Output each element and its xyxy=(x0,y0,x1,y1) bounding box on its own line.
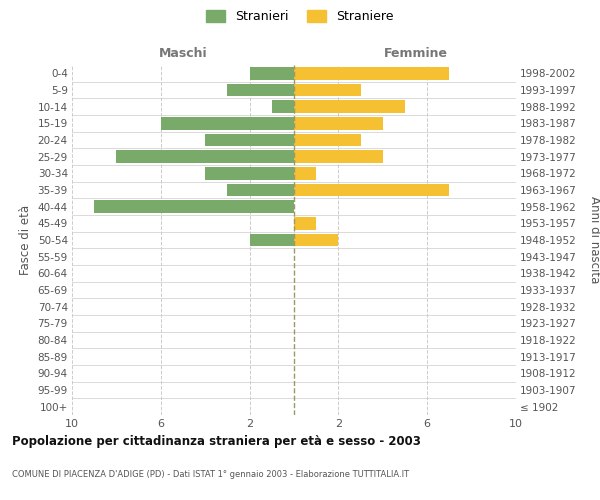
Y-axis label: Fasce di età: Fasce di età xyxy=(19,205,32,275)
Bar xyxy=(294,150,383,163)
Text: Popolazione per cittadinanza straniera per età e sesso - 2003: Popolazione per cittadinanza straniera p… xyxy=(12,435,421,448)
Bar xyxy=(294,100,405,113)
Bar xyxy=(294,184,449,196)
Bar xyxy=(116,150,294,163)
Bar xyxy=(294,84,361,96)
Y-axis label: Anni di nascita: Anni di nascita xyxy=(588,196,600,284)
Text: COMUNE DI PIACENZA D'ADIGE (PD) - Dati ISTAT 1° gennaio 2003 - Elaborazione TUTT: COMUNE DI PIACENZA D'ADIGE (PD) - Dati I… xyxy=(12,470,409,479)
Bar xyxy=(161,117,294,130)
Bar xyxy=(294,134,361,146)
Bar xyxy=(250,67,294,80)
Bar xyxy=(94,200,294,213)
Bar xyxy=(294,234,338,246)
Bar xyxy=(205,167,294,179)
Bar xyxy=(205,134,294,146)
Bar xyxy=(294,117,383,130)
Bar xyxy=(227,184,294,196)
Bar xyxy=(294,217,316,230)
Text: Femmine: Femmine xyxy=(384,47,448,60)
Bar xyxy=(227,84,294,96)
Bar xyxy=(294,67,449,80)
Text: Maschi: Maschi xyxy=(158,47,208,60)
Bar xyxy=(250,234,294,246)
Bar xyxy=(272,100,294,113)
Legend: Stranieri, Straniere: Stranieri, Straniere xyxy=(203,6,397,27)
Bar xyxy=(294,167,316,179)
